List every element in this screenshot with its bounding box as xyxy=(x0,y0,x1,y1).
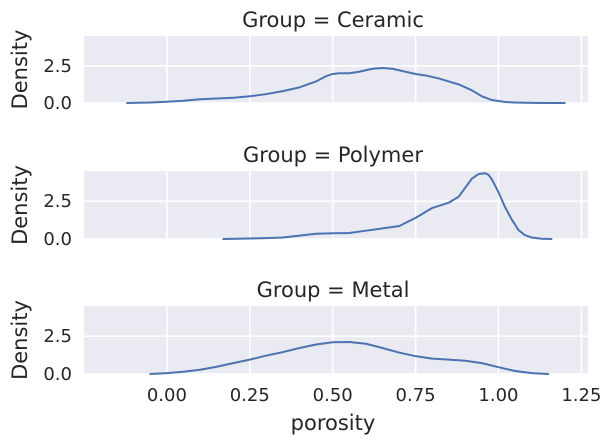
kde-curve xyxy=(126,67,566,104)
y-tick-label: 2.5 xyxy=(43,326,72,347)
x-tick-label: 1.00 xyxy=(478,385,518,406)
x-axis-label: porosity xyxy=(291,411,376,435)
plot-background xyxy=(84,306,588,374)
y-tick-label: 0.0 xyxy=(43,364,72,385)
x-tick-label: 1.25 xyxy=(561,385,601,406)
kde-curve xyxy=(222,172,553,240)
y-axis-label: Density xyxy=(8,30,32,110)
y-axis-label: Density xyxy=(8,300,32,380)
x-tick-label: 0.50 xyxy=(313,385,353,406)
kde-curve xyxy=(149,340,550,375)
x-tick-label: 0.75 xyxy=(396,385,436,406)
facet-panel: Group = Ceramic 0.0 2.5 Density xyxy=(8,8,588,114)
facet-panel: Group = Metal 0.0 2.5 Density 0.00 0.25 0.50 0.… xyxy=(8,278,601,435)
y-tick-label: 0.0 xyxy=(43,229,72,250)
facet-panel: Group = Polymer 0.0 2.5 Density xyxy=(8,143,588,250)
y-axis-label: Density xyxy=(8,165,32,245)
plot-background xyxy=(84,36,588,103)
y-tick-label: 0.0 xyxy=(43,93,72,114)
x-tick-label: 0.00 xyxy=(147,385,187,406)
panel-title: Group = Metal xyxy=(257,278,410,302)
y-tick-label: 2.5 xyxy=(43,56,72,77)
panel-title: Group = Ceramic xyxy=(242,8,424,32)
y-tick-label: 2.5 xyxy=(43,191,72,212)
panel-title: Group = Polymer xyxy=(243,143,423,167)
plot-background xyxy=(84,171,588,239)
x-tick-label: 0.25 xyxy=(230,385,270,406)
